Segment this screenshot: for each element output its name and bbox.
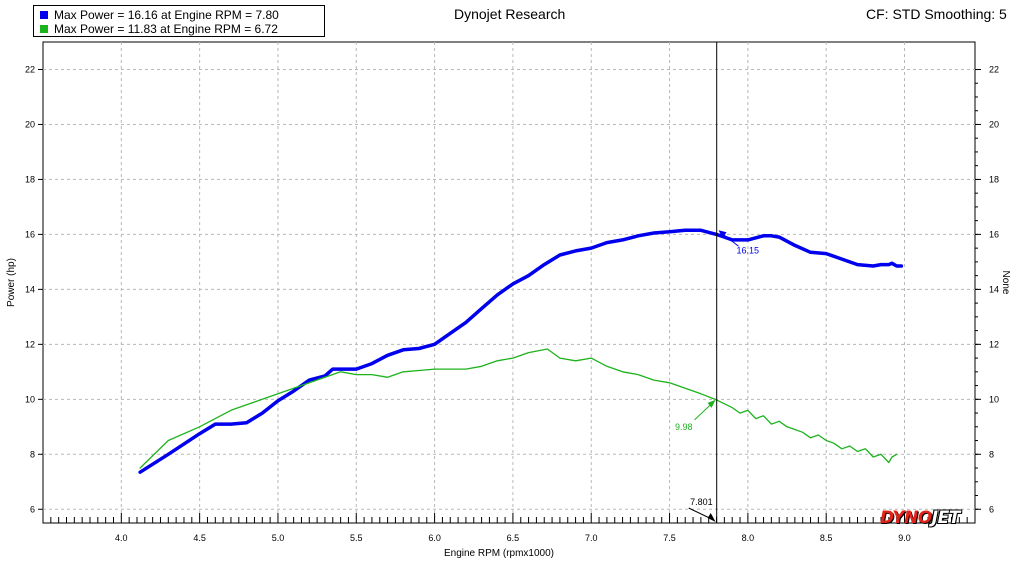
x-tick-label: 6.5 bbox=[507, 533, 520, 543]
chart-title: Dynojet Research bbox=[454, 6, 566, 22]
legend-entry-2: Max Power = 11.83 at Engine RPM = 6.72 bbox=[40, 22, 278, 36]
annotation-label-blue: 16.15 bbox=[737, 245, 760, 255]
y-tick-label: 20 bbox=[25, 119, 35, 129]
x-tick-label: 4.0 bbox=[115, 533, 128, 543]
settings-readout: CF: STD Smoothing: 5 bbox=[866, 6, 1007, 22]
x-tick-label: 5.0 bbox=[272, 533, 285, 543]
x-axis-label: Engine RPM (rpmx1000) bbox=[444, 548, 554, 559]
logo-text-jet: JET bbox=[931, 508, 961, 528]
x-tick-label: 5.5 bbox=[350, 533, 363, 543]
x-tick-label: 9.0 bbox=[898, 533, 911, 543]
legend-entry-1: Max Power = 16.16 at Engine RPM = 7.80 bbox=[40, 8, 279, 22]
y2-tick-label: 14 bbox=[989, 284, 999, 294]
y-axis-label: Power (hp) bbox=[6, 258, 17, 307]
dynojet-logo: DYNOJET bbox=[880, 508, 960, 528]
y-tick-label: 22 bbox=[25, 64, 35, 74]
annotation-label-green: 9.98 bbox=[675, 422, 693, 432]
legend: Max Power = 16.16 at Engine RPM = 7.80 M… bbox=[33, 5, 325, 37]
y-tick-label: 14 bbox=[25, 284, 35, 294]
legend-label-1: Max Power = 16.16 at Engine RPM = 7.80 bbox=[54, 8, 279, 22]
x-tick-label: 7.5 bbox=[663, 533, 676, 543]
series-line-blue bbox=[138, 228, 904, 474]
y2-tick-label: 6 bbox=[989, 504, 994, 514]
series-line-green bbox=[139, 348, 898, 469]
y-tick-label: 18 bbox=[25, 174, 35, 184]
cursor-arrowhead bbox=[707, 513, 716, 522]
plot-frame bbox=[42, 41, 976, 524]
cursor-label: 7.801 bbox=[690, 497, 713, 507]
annotation-arrowhead-blue bbox=[718, 230, 727, 239]
legend-swatch-blue bbox=[40, 11, 48, 19]
x-tick-label: 7.0 bbox=[585, 533, 598, 543]
y2-axis-label: None bbox=[1000, 271, 1011, 295]
y2-tick-label: 8 bbox=[989, 449, 994, 459]
x-tick-label: 8.5 bbox=[820, 533, 833, 543]
y2-tick-label: 22 bbox=[989, 64, 999, 74]
x-tick-label: 8.0 bbox=[742, 533, 755, 543]
y2-tick-label: 20 bbox=[989, 119, 999, 129]
y-tick-label: 12 bbox=[25, 339, 35, 349]
x-tick-label: 4.5 bbox=[193, 533, 206, 543]
y2-tick-label: 12 bbox=[989, 339, 999, 349]
x-tick-label: 6.0 bbox=[428, 533, 441, 543]
legend-label-2: Max Power = 11.83 at Engine RPM = 6.72 bbox=[54, 22, 278, 36]
y2-tick-label: 10 bbox=[989, 394, 999, 404]
y2-tick-label: 16 bbox=[989, 229, 999, 239]
legend-swatch-green bbox=[40, 25, 48, 33]
y-tick-label: 6 bbox=[30, 504, 35, 514]
logo-text-dyno: DYNO bbox=[880, 508, 932, 528]
y-tick-label: 16 bbox=[25, 229, 35, 239]
y-tick-label: 8 bbox=[30, 449, 35, 459]
y2-tick-label: 18 bbox=[989, 174, 999, 184]
annotation-arrowhead-green bbox=[707, 399, 716, 408]
y-tick-label: 10 bbox=[25, 394, 35, 404]
